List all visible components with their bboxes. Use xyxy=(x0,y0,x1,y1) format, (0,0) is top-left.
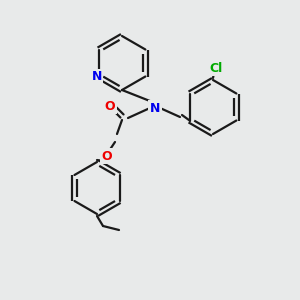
Text: Cl: Cl xyxy=(209,61,223,74)
Text: O: O xyxy=(105,100,115,112)
Text: N: N xyxy=(150,101,160,115)
Text: O: O xyxy=(102,149,112,163)
Text: N: N xyxy=(92,70,102,83)
